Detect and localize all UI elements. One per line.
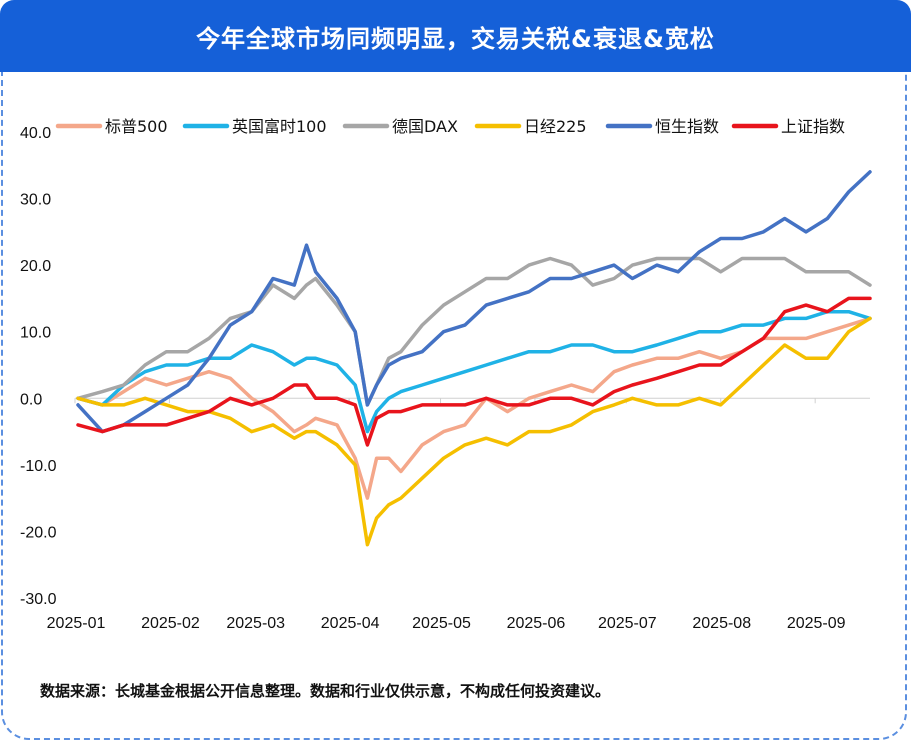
y-tick-label: 30.0 [20,192,51,209]
x-tick-label: 2025-01 [47,615,106,632]
legend-label: 恒生指数 [655,117,719,136]
title-bar: 今年全球市场同频明显，交易关税&衰退&宽松 [0,0,911,72]
page-title: 今年全球市场同频明显，交易关税&衰退&宽松 [196,24,715,53]
x-tick-label: 2025-04 [321,615,380,632]
source-note: 数据来源：长城基金根据公开信息整理。数据和行业仅供示意，不构成任何投资建议。 [40,682,611,700]
series-line-4 [76,316,872,547]
legend-label: 标普500 [105,117,168,136]
legend-label: 上证指数 [781,117,845,136]
x-tick-label: 2025-08 [692,615,751,632]
legend-label: 日经225 [524,117,587,136]
series-line-2 [76,309,872,434]
series-line-5 [76,170,872,434]
series-line-1 [76,316,872,500]
y-tick-label: -10.0 [20,458,57,475]
x-tick-label: 2025-03 [226,615,285,632]
series-line-6 [76,296,872,447]
y-tick-label: 0.0 [20,391,42,408]
y-tick-label: 20.0 [20,258,51,275]
x-tick-label: 2025-02 [141,615,200,632]
y-tick-label: -20.0 [20,524,57,541]
x-tick-label: 2025-07 [598,615,657,632]
x-tick-label: 2025-06 [507,615,566,632]
x-tick-label: 2025-09 [787,615,846,632]
y-tick-label: 40.0 [20,125,51,142]
legend-label: 英国富时100 [232,117,327,136]
y-tick-label: 10.0 [20,325,51,342]
x-tick-label: 2025-05 [412,615,471,632]
legend-label: 德国DAX [392,117,458,136]
series-line-3 [76,256,872,407]
y-tick-label: -30.0 [20,591,57,608]
